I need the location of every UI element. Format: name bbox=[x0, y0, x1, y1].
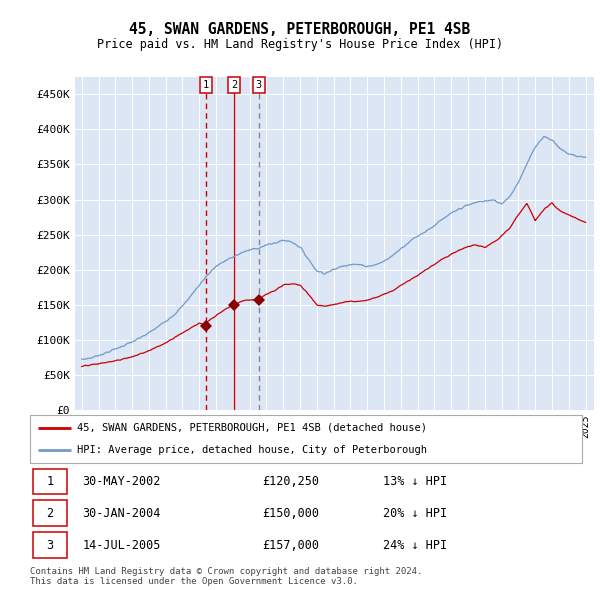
Text: 3: 3 bbox=[256, 80, 262, 90]
Text: 14-JUL-2005: 14-JUL-2005 bbox=[82, 539, 161, 552]
Text: £150,000: £150,000 bbox=[262, 507, 319, 520]
Bar bbox=[33, 500, 67, 526]
Text: 2: 2 bbox=[231, 80, 238, 90]
Text: Contains HM Land Registry data © Crown copyright and database right 2024.
This d: Contains HM Land Registry data © Crown c… bbox=[30, 567, 422, 586]
Text: 24% ↓ HPI: 24% ↓ HPI bbox=[383, 539, 448, 552]
Text: 45, SWAN GARDENS, PETERBOROUGH, PE1 4SB: 45, SWAN GARDENS, PETERBOROUGH, PE1 4SB bbox=[130, 22, 470, 37]
Text: 2: 2 bbox=[46, 507, 53, 520]
Text: 1: 1 bbox=[46, 475, 53, 488]
Text: 45, SWAN GARDENS, PETERBOROUGH, PE1 4SB (detached house): 45, SWAN GARDENS, PETERBOROUGH, PE1 4SB … bbox=[77, 423, 427, 433]
Text: £157,000: £157,000 bbox=[262, 539, 319, 552]
Text: 1: 1 bbox=[203, 80, 209, 90]
Bar bbox=[33, 532, 67, 558]
Bar bbox=[33, 468, 67, 494]
Text: 30-JAN-2004: 30-JAN-2004 bbox=[82, 507, 161, 520]
Text: 3: 3 bbox=[46, 539, 53, 552]
Text: £120,250: £120,250 bbox=[262, 475, 319, 488]
Text: HPI: Average price, detached house, City of Peterborough: HPI: Average price, detached house, City… bbox=[77, 445, 427, 455]
Text: 30-MAY-2002: 30-MAY-2002 bbox=[82, 475, 161, 488]
Text: 20% ↓ HPI: 20% ↓ HPI bbox=[383, 507, 448, 520]
Text: 13% ↓ HPI: 13% ↓ HPI bbox=[383, 475, 448, 488]
Text: Price paid vs. HM Land Registry's House Price Index (HPI): Price paid vs. HM Land Registry's House … bbox=[97, 38, 503, 51]
